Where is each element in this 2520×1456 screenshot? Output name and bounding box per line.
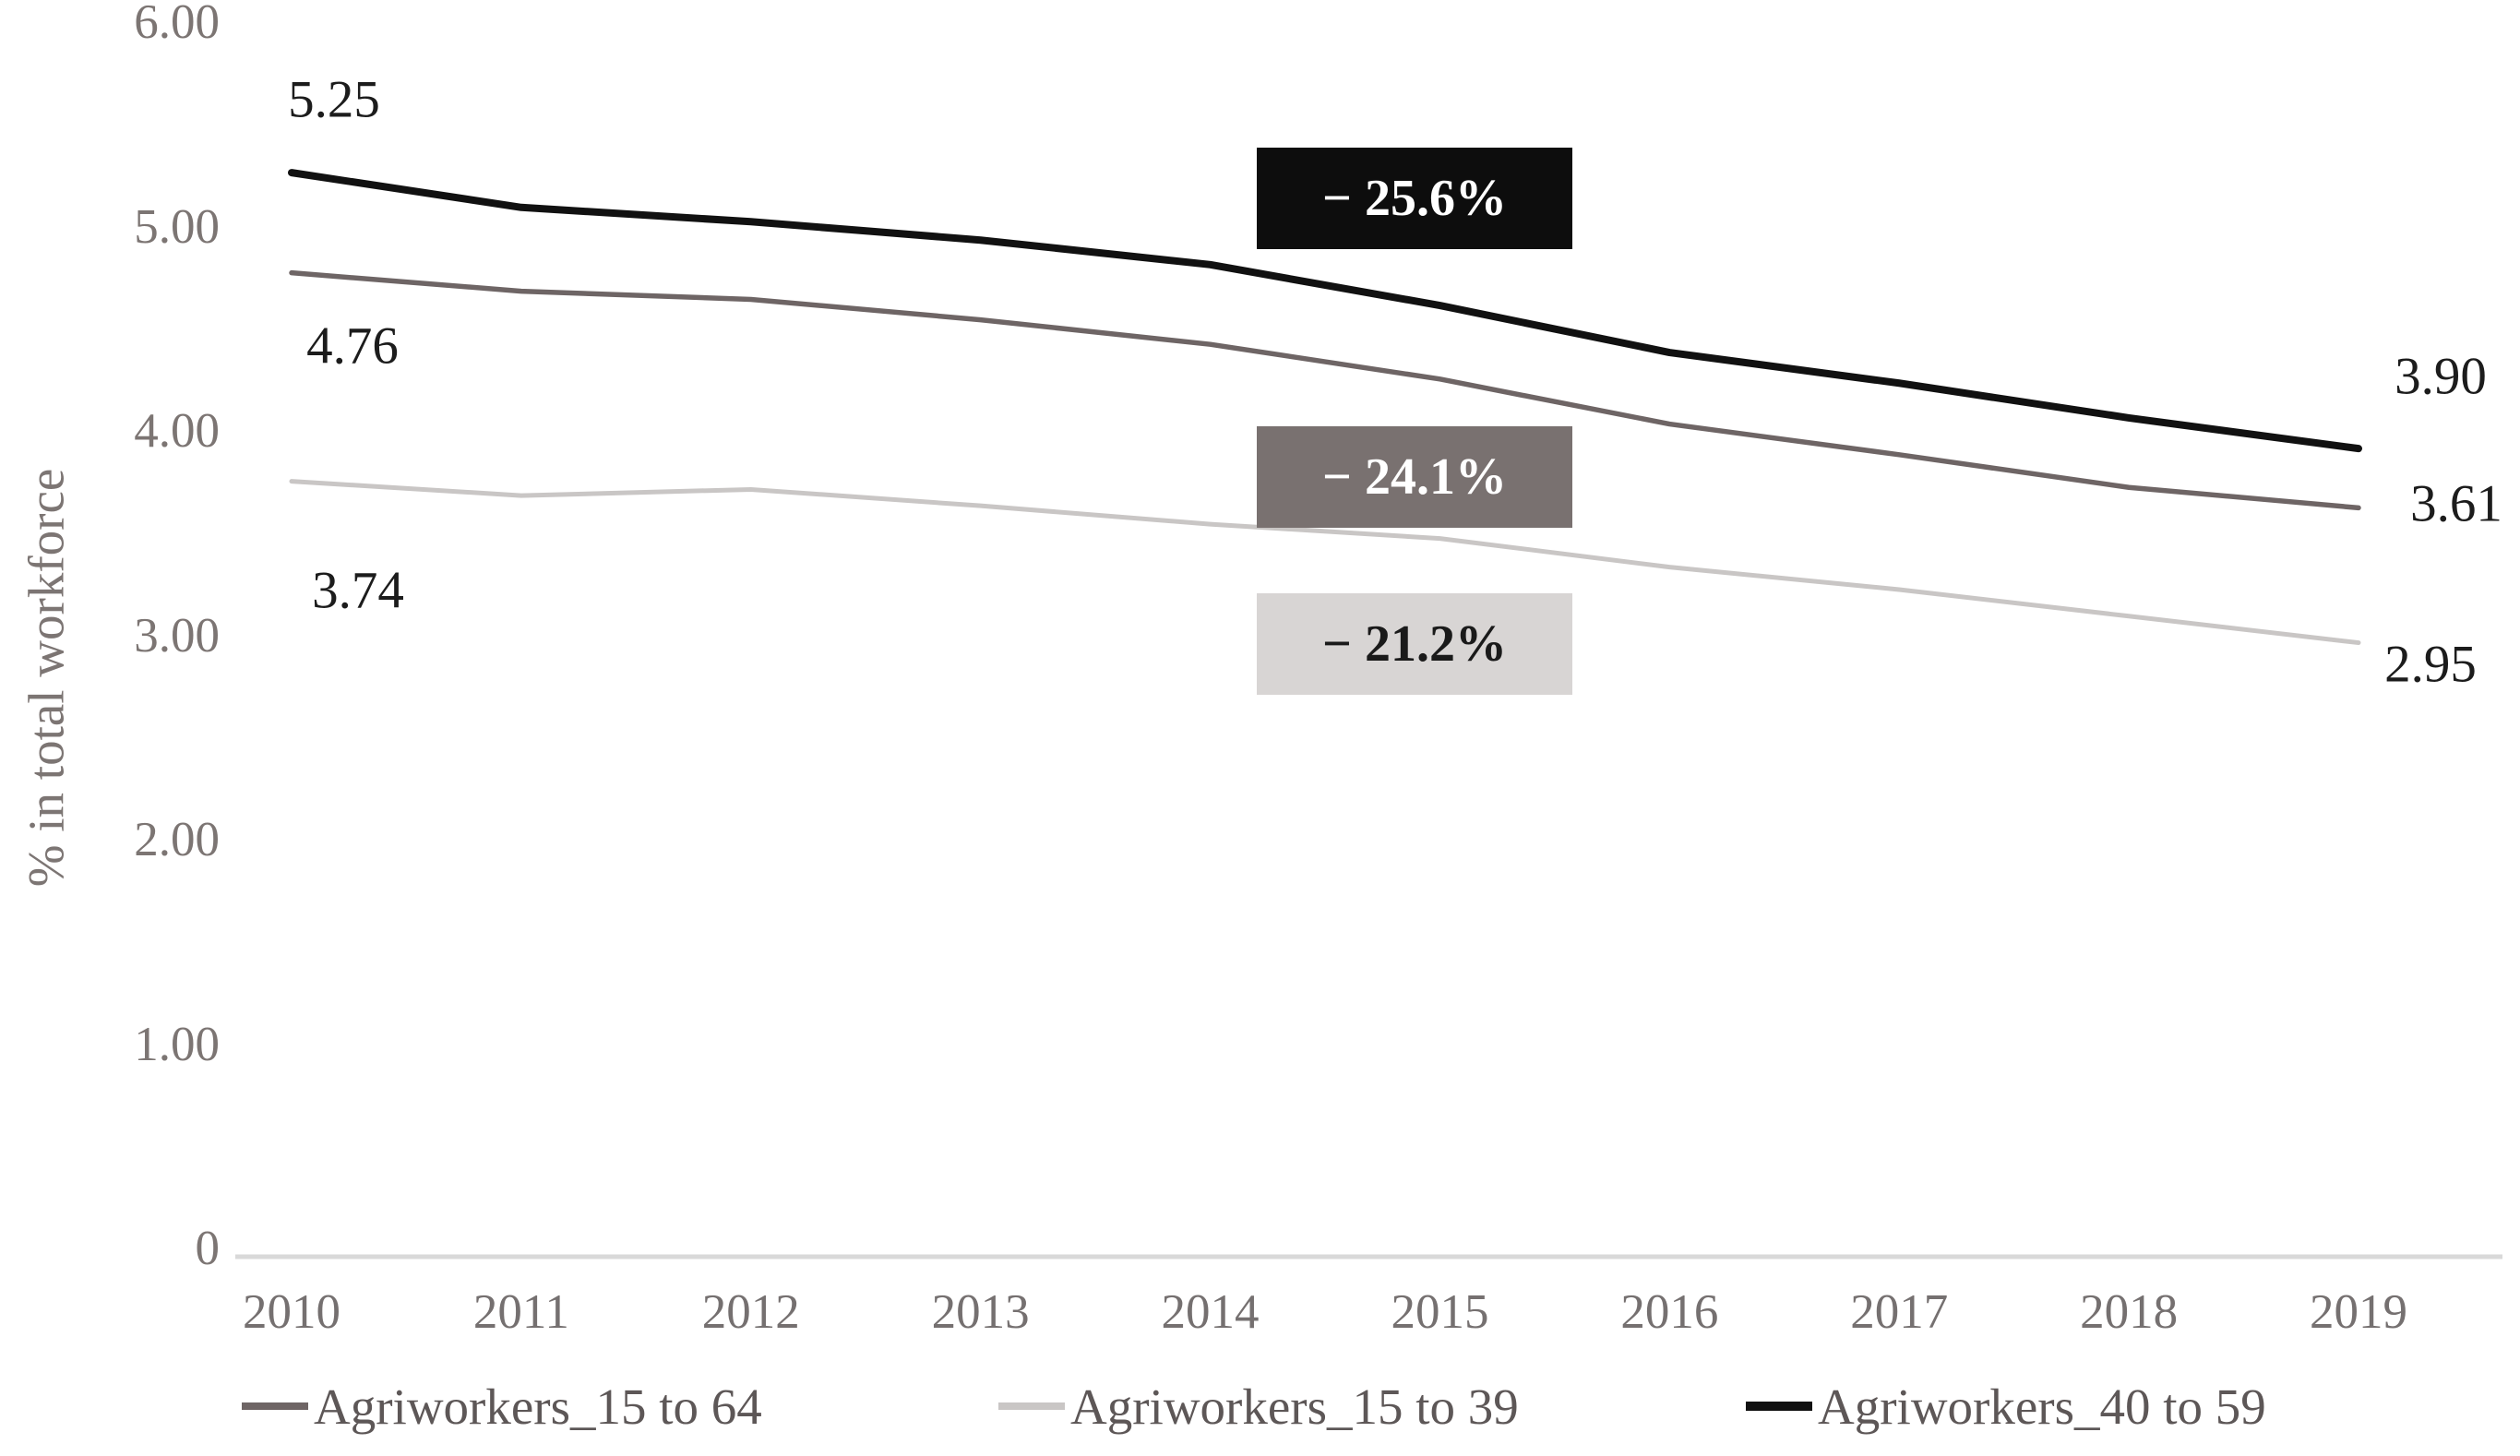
change-annotation-2: − 21.2%: [1257, 593, 1572, 695]
legend-item-1: Agriworkers_15 to 39: [998, 1371, 1519, 1441]
x-tick-label: 2010: [243, 1285, 340, 1339]
x-tick-label: 2017: [1850, 1285, 1949, 1339]
x-tick-label: 2019: [2310, 1285, 2407, 1339]
change-annotation-1: − 24.1%: [1257, 426, 1572, 528]
y-tick-label: 3.00: [134, 608, 220, 662]
series-line-0: [289, 269, 2361, 511]
legend-label: Agriworkers_40 to 59: [1818, 1378, 2266, 1435]
x-tick-label: 2012: [701, 1285, 800, 1339]
data-label-start-1: 3.74: [312, 561, 404, 620]
change-annotation-0: − 25.6%: [1257, 148, 1572, 249]
legend-swatch-icon: [1746, 1402, 1812, 1411]
y-tick-label: 4.00: [134, 404, 220, 458]
data-label-start-2: 5.25: [288, 70, 380, 129]
data-label-end-1: 2.95: [2384, 635, 2477, 694]
x-tick-label: 2015: [1391, 1285, 1489, 1339]
x-tick-label: 2014: [1161, 1285, 1260, 1339]
series-lines: [288, 169, 2362, 646]
x-tick-label: 2018: [2080, 1285, 2179, 1339]
y-tick-label: 5.00: [134, 199, 220, 254]
legend-item-2: Agriworkers_40 to 59: [1746, 1371, 2266, 1441]
legend-swatch-icon: [998, 1402, 1065, 1410]
y-tick-label: 2.00: [134, 813, 220, 866]
data-label-start-0: 4.76: [306, 316, 399, 376]
legend-label: Agriworkers_15 to 39: [1070, 1378, 1519, 1435]
legend-label: Agriworkers_15 to 64: [314, 1378, 762, 1435]
y-tick-label: 6.00: [134, 0, 220, 49]
series-line-2: [288, 169, 2362, 453]
x-tick-label: 2013: [931, 1285, 1030, 1339]
x-tick-label: 2016: [1620, 1285, 1719, 1339]
data-label-end-0: 3.61: [2410, 474, 2502, 533]
legend-swatch-icon: [242, 1402, 308, 1410]
series-line-1: [289, 479, 2361, 646]
x-tick-label: 2011: [472, 1285, 569, 1339]
y-tick-label: 1.00: [134, 1017, 220, 1071]
legend-item-0: Agriworkers_15 to 64: [242, 1371, 762, 1441]
data-label-end-2: 3.90: [2395, 347, 2487, 406]
y-tick-label: 0: [195, 1222, 221, 1275]
